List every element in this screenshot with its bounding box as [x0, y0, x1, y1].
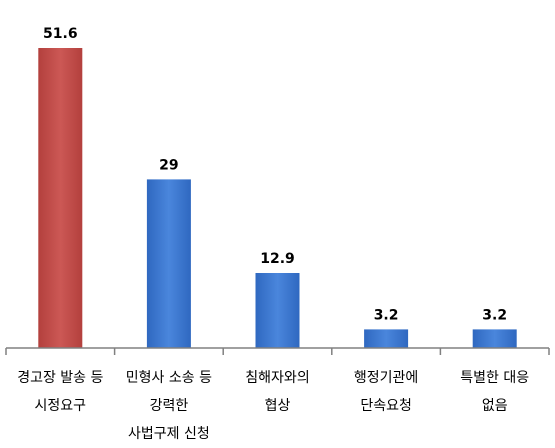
bars-group: [38, 48, 517, 348]
bar-5: [472, 329, 517, 348]
category-label-3-line-2: 협상: [265, 398, 291, 414]
category-label-5-line-2: 없음: [482, 398, 508, 414]
bar-2: [146, 179, 191, 348]
category-label-2-line-3: 사법구제 신청: [128, 426, 210, 442]
value-label-2: 29: [159, 157, 178, 173]
category-label-2-line-2: 강력한: [150, 398, 189, 414]
bar-4: [364, 329, 409, 348]
category-label-3-line-1: 침해자와의: [245, 370, 309, 386]
category-label-2-line-1: 민형사 소송 등: [126, 370, 212, 386]
bar-1: [38, 48, 83, 348]
value-label-3: 12.9: [260, 251, 295, 267]
category-label-4-line-2: 단속요청: [360, 398, 412, 414]
bar-3: [255, 273, 300, 348]
value-label-1: 51.6: [43, 26, 78, 42]
value-label-4: 3.2: [374, 307, 399, 323]
category-label-1-line-1: 경고장 발송 등: [17, 370, 103, 386]
x-axis-ticks: [5, 348, 550, 355]
value-labels-group: 51.6 29 12.9 3.2 3.2: [43, 26, 507, 323]
category-label-1-line-2: 시정요구: [35, 398, 87, 414]
category-label-4-line-1: 행정기관에: [354, 370, 418, 386]
category-label-5-line-1: 특별한 대응: [460, 370, 529, 386]
value-label-5: 3.2: [482, 307, 507, 323]
